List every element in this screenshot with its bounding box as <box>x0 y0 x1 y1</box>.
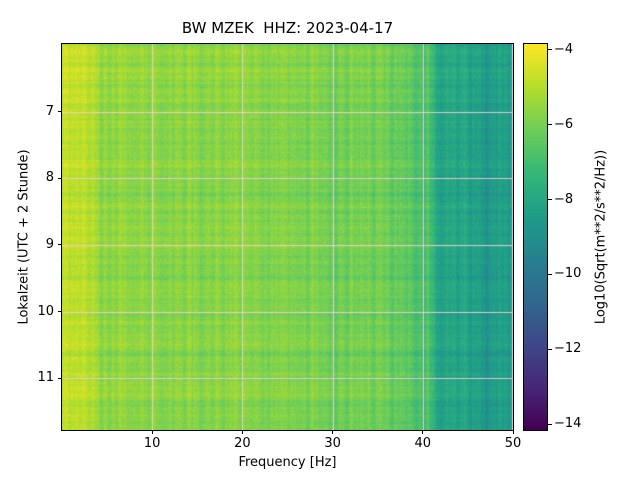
x-tick-label: 10 <box>143 436 161 451</box>
spectrogram-canvas <box>62 44 513 430</box>
colorbar-tick-mark <box>548 273 552 275</box>
colorbar-tick-label: −10 <box>554 266 582 282</box>
x-tick-mark <box>512 430 514 434</box>
colorbar-tick-label: −4 <box>554 41 574 57</box>
colorbar-tick-mark <box>548 348 552 350</box>
y-tick-mark <box>58 177 62 179</box>
y-tick-mark <box>58 111 62 113</box>
y-tick-mark <box>58 377 62 379</box>
colorbar-tick-mark <box>548 49 552 51</box>
colorbar-tick-label: −8 <box>554 191 574 207</box>
x-tick-label: 20 <box>234 436 251 451</box>
colorbar-tick-mark <box>548 124 552 126</box>
colorbar-canvas <box>524 44 547 430</box>
x-tick-mark <box>422 430 424 434</box>
x-axis-label: Frequency [Hz] <box>238 455 337 470</box>
y-tick-label: 8 <box>45 170 54 186</box>
y-tick-mark <box>58 311 62 313</box>
colorbar-tick-label: −12 <box>554 341 582 357</box>
y-tick-label: 11 <box>37 370 54 386</box>
x-tick-mark <box>151 430 153 434</box>
x-tick-mark <box>332 430 334 434</box>
colorbar-tick-mark <box>548 199 552 201</box>
x-tick-label: 40 <box>414 436 432 451</box>
chart-title: BW MZEK HHZ: 2023-04-17 <box>181 19 394 37</box>
colorbar-tick-mark <box>548 423 552 425</box>
colorbar-label: Log10(Sqrt(m**2/s**2/Hz)) <box>593 149 609 325</box>
x-tick-label: 50 <box>504 436 522 451</box>
colorbar-tick-label: −6 <box>554 116 574 132</box>
y-tick-mark <box>58 244 62 246</box>
colorbar-tick-label: −14 <box>554 416 582 432</box>
y-tick-label: 9 <box>45 236 54 252</box>
colorbar <box>523 43 548 431</box>
y-tick-label: 10 <box>37 303 54 319</box>
y-tick-label: 7 <box>45 103 54 119</box>
plot-area <box>61 43 514 431</box>
x-tick-mark <box>241 430 243 434</box>
x-tick-label: 30 <box>324 436 341 451</box>
